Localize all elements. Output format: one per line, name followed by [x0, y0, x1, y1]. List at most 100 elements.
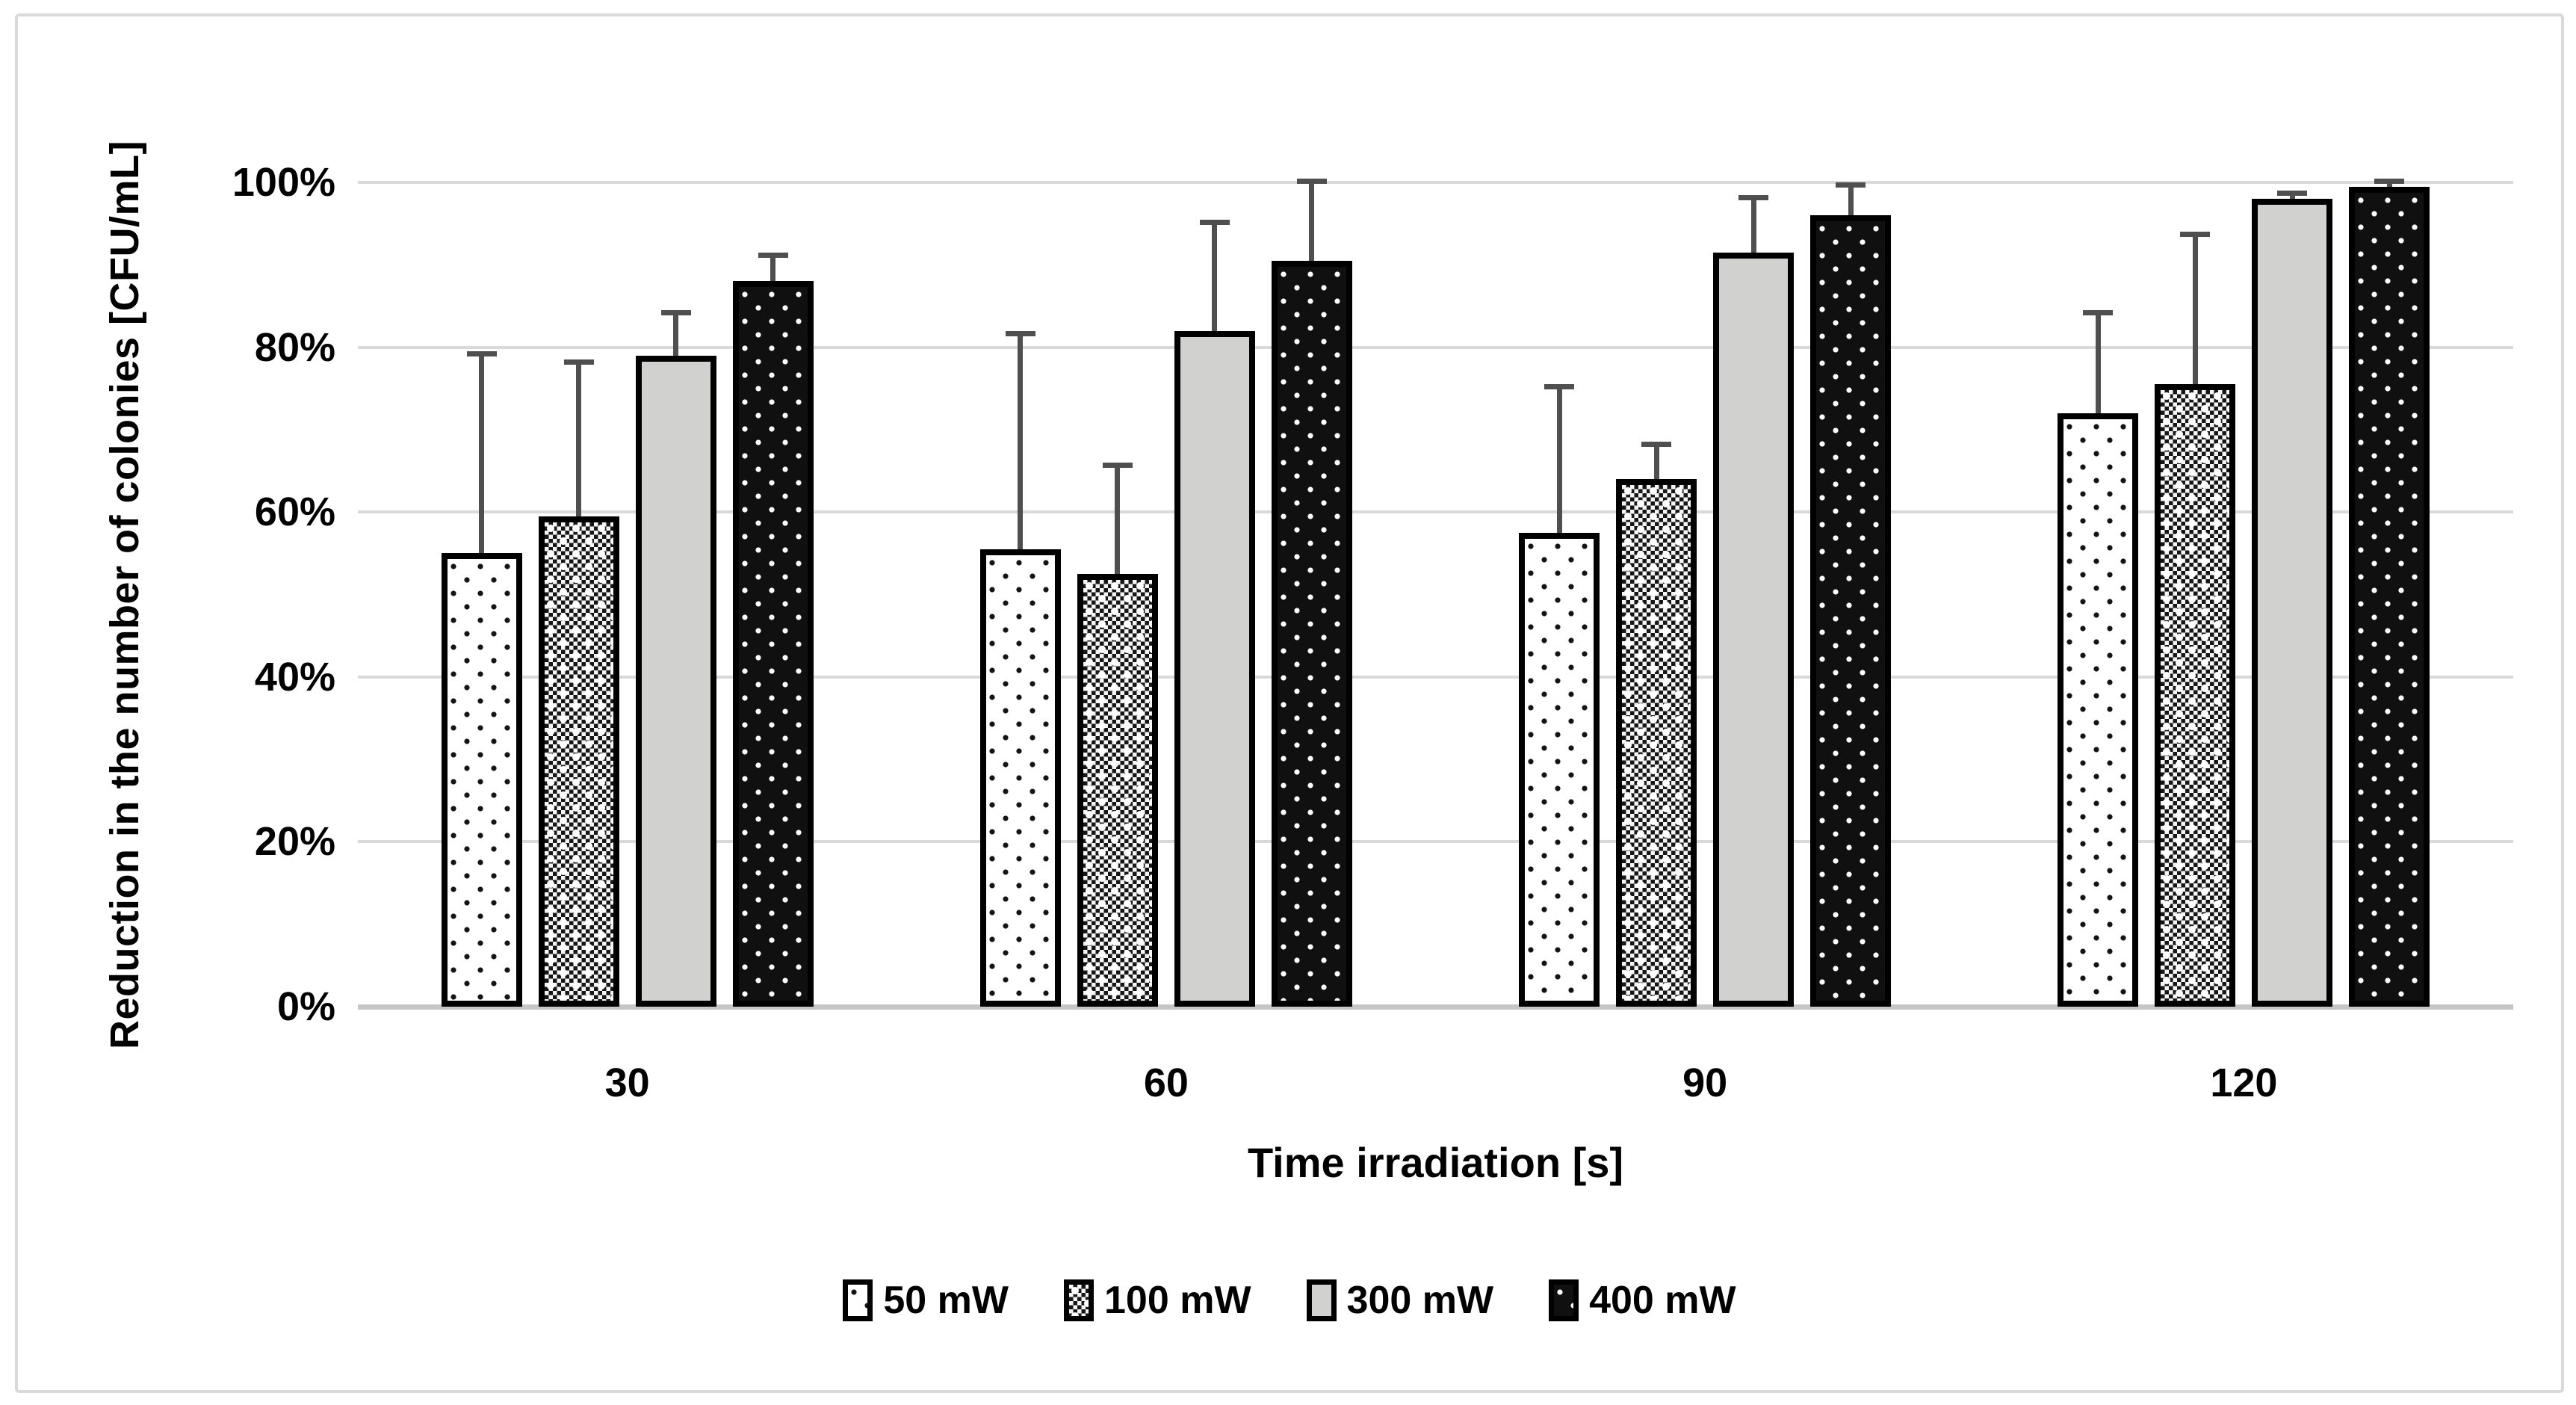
legend-item-300-mW: 300 mW [1306, 1278, 1494, 1323]
error-bar-whisker [1018, 330, 1024, 549]
bar-slot-300-mW-30 [635, 309, 716, 1007]
bar-slot-300-mW-60 [1174, 219, 1255, 1007]
bar-50-mW-60 [979, 549, 1061, 1007]
error-bar-whisker [2095, 309, 2101, 413]
legend-label: 50 mW [883, 1279, 1009, 1322]
error-bar-cap [1544, 384, 1575, 390]
error-bar-cap [1836, 182, 1866, 188]
bar-300-mW-90 [1713, 252, 1795, 1007]
bar-slot-100-mW-30 [538, 359, 619, 1007]
y-tick-label-80: 80% [254, 324, 335, 370]
bar-slot-50-mW-90 [1519, 384, 1600, 1007]
legend-swatch-dots-on-black [1549, 1279, 1579, 1321]
error-bar-whisker [770, 252, 776, 282]
bar-slot-400-mW-90 [1810, 182, 1892, 1007]
bar-100-mW-30 [538, 516, 619, 1007]
y-tick-label-60: 60% [254, 490, 335, 535]
legend-item-400-mW: 400 mW [1549, 1278, 1736, 1323]
error-bar-whisker [1556, 384, 1562, 533]
legend-swatch-checker [1064, 1279, 1094, 1321]
x-axis-tick-labels: 30 60 90 120 [358, 1059, 2513, 1107]
error-bar-cap [1296, 178, 1327, 184]
error-bar-whisker [1309, 178, 1315, 261]
bars-row [2058, 178, 2430, 1007]
bars-row [979, 178, 1352, 1007]
x-tick-label-120: 120 [2210, 1060, 2278, 1105]
y-tick-label-0: 0% [276, 984, 335, 1029]
x-tick-label-90: 90 [1682, 1060, 1728, 1105]
bar-slot-400-mW-60 [1271, 178, 1352, 1007]
error-bar-cap [1005, 330, 1035, 336]
error-bar-cap [466, 351, 497, 357]
error-bar-cap [563, 359, 594, 365]
error-bar-cap [660, 309, 691, 315]
error-bar-whisker [576, 359, 582, 516]
plot-area [358, 178, 2513, 1010]
y-tick-label-20: 20% [254, 819, 335, 865]
error-bar-cap [1641, 442, 1672, 448]
bar-slot-400-mW-120 [2349, 178, 2430, 1007]
error-bar-whisker [1848, 182, 1854, 216]
error-bar-whisker [2192, 232, 2198, 385]
bar-group-90 [1436, 182, 1975, 1007]
legend-swatch-solid-gray [1306, 1279, 1337, 1321]
bar-slot-50-mW-120 [2058, 309, 2139, 1007]
bar-100-mW-60 [1077, 573, 1158, 1007]
error-bar-cap [758, 252, 788, 258]
bar-slot-400-mW-30 [732, 252, 814, 1007]
y-axis-tick-labels: 0% 20% 40% 60% 80% 100% [108, 160, 335, 1029]
bar-300-mW-30 [635, 355, 716, 1007]
bar-50-mW-90 [1519, 532, 1600, 1007]
legend: 50 mW 100 mW 300 mW 400 mW [18, 1278, 2561, 1323]
bar-400-mW-30 [732, 281, 814, 1007]
error-bar-cap [2180, 232, 2211, 238]
bar-slot-300-mW-90 [1713, 194, 1795, 1007]
gridline-100 [358, 181, 2513, 184]
error-bar-cap [2277, 191, 2308, 197]
bars-row [1519, 182, 1892, 1007]
bar-slot-50-mW-60 [979, 330, 1061, 1007]
gridline-80 [358, 345, 2513, 349]
bar-group-30 [358, 182, 897, 1007]
bar-group-120 [1975, 178, 2513, 1007]
legend-label: 400 mW [1589, 1279, 1736, 1322]
bar-50-mW-30 [441, 553, 522, 1007]
bar-slot-100-mW-90 [1616, 442, 1697, 1007]
x-tick-label-30: 30 [604, 1060, 650, 1105]
error-bar-cap [2374, 178, 2405, 184]
bar-400-mW-120 [2349, 186, 2430, 1007]
gridline-20 [358, 840, 2513, 844]
bars-row [441, 252, 814, 1007]
y-tick-label-40: 40% [254, 654, 335, 700]
error-bar-whisker [673, 309, 679, 356]
bar-slot-50-mW-30 [441, 351, 522, 1007]
legend-label: 300 mW [1346, 1279, 1494, 1322]
legend-swatch-dots-on-white [843, 1279, 873, 1321]
bar-100-mW-120 [2155, 384, 2236, 1007]
error-bar-cap [1102, 463, 1133, 469]
bar-slot-300-mW-120 [2252, 191, 2333, 1007]
bar-300-mW-120 [2252, 199, 2333, 1007]
x-axis-title: Time irradiation [s] [1247, 1139, 1624, 1186]
bar-100-mW-90 [1616, 479, 1697, 1007]
error-bar-cap [2083, 309, 2114, 315]
bar-400-mW-60 [1271, 260, 1352, 1007]
error-bar-whisker [1750, 194, 1756, 253]
gridline-60 [358, 510, 2513, 514]
x-axis-line [358, 1004, 2513, 1010]
bar-groups [358, 178, 2513, 1007]
error-bar-cap [1199, 219, 1230, 225]
error-bar-whisker [1212, 219, 1218, 331]
figure-frame: Reduction in the number of colonies [CFU… [15, 13, 2564, 1393]
bar-slot-100-mW-60 [1077, 463, 1158, 1007]
bar-50-mW-120 [2058, 413, 2139, 1007]
error-bar-whisker [479, 351, 485, 554]
legend-item-100-mW: 100 mW [1064, 1278, 1251, 1323]
bar-group-60 [897, 178, 1435, 1007]
error-bar-whisker [1115, 463, 1121, 574]
gridline-40 [358, 675, 2513, 679]
legend-item-50-mW: 50 mW [843, 1278, 1009, 1323]
error-bar-cap [1739, 194, 1769, 200]
y-tick-label-100: 100% [232, 160, 335, 205]
error-bar-whisker [1653, 442, 1659, 480]
